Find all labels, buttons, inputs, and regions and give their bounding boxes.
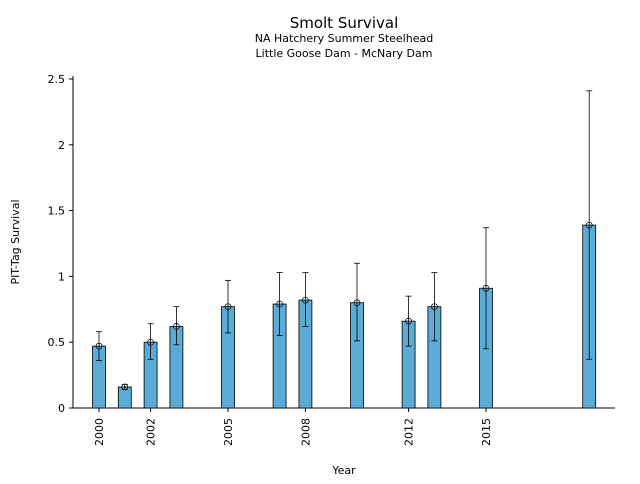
- x-tick-label: 2002: [145, 418, 158, 446]
- chart-title: Smolt Survival: [290, 14, 399, 32]
- data-point: [353, 299, 361, 307]
- x-tick-label: 2000: [93, 418, 106, 446]
- x-axis-label: Year: [331, 464, 356, 477]
- data-point: [224, 303, 232, 311]
- chart-subtitle-1: NA Hatchery Summer Steelhead: [255, 32, 433, 45]
- data-point: [121, 383, 129, 391]
- data-point: [302, 296, 309, 304]
- data-point: [276, 300, 283, 308]
- x-tick-label: 2012: [403, 418, 416, 446]
- data-point: [95, 342, 103, 350]
- data-point: [482, 284, 490, 292]
- data-point: [585, 221, 593, 229]
- data-point: [431, 303, 438, 311]
- y-tick-label: 1: [58, 270, 65, 283]
- x-tick-label: 2008: [299, 418, 312, 446]
- x-tick-label: 2005: [222, 418, 235, 446]
- data-point: [147, 338, 154, 346]
- y-tick-label: 2.5: [48, 73, 66, 86]
- data-point: [173, 323, 180, 330]
- data-point: [405, 317, 412, 325]
- y-axis-label: PIT-Tag Survival: [9, 199, 22, 284]
- y-tick-label: 0.5: [48, 336, 66, 349]
- y-tick-label: 0: [58, 402, 65, 415]
- y-tick-label: 2: [58, 139, 65, 152]
- chart-subtitle-2: Little Goose Dam - McNary Dam: [256, 47, 433, 60]
- x-tick-label: 2015: [480, 418, 493, 446]
- y-tick-label: 1.5: [48, 205, 66, 218]
